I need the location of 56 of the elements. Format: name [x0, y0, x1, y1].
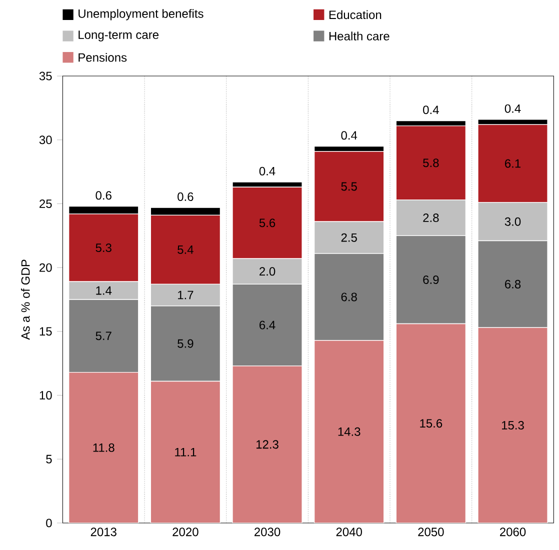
data-label: 3.0 [504, 218, 521, 226]
data-label: 6.9 [423, 276, 439, 284]
x-tick-label: 2050 [418, 528, 444, 536]
y-tick-label: 15 [40, 327, 52, 336]
data-label: 11.1 [175, 448, 196, 456]
x-tick-label: 2013 [90, 528, 116, 536]
bar [68, 372, 138, 524]
bar [478, 327, 548, 524]
data-label: 5.7 [96, 332, 112, 340]
y-tick-label: 25 [40, 200, 52, 208]
legend-label: Health care [329, 32, 390, 41]
data-label: 12.3 [256, 440, 278, 449]
x-tick-label: 2040 [336, 528, 362, 536]
data-label: 0.4 [259, 167, 276, 176]
data-label: 2.8 [423, 214, 439, 222]
x-tick-label: 2030 [254, 528, 280, 536]
data-label: 6.8 [505, 280, 521, 289]
data-label: 6.8 [341, 292, 357, 302]
y-tick-label: 35 [39, 72, 52, 80]
data-label: 5.8 [423, 158, 439, 168]
data-label: 1.4 [96, 286, 112, 295]
data-label: 6.1 [505, 159, 521, 168]
data-label: 0.4 [423, 106, 439, 114]
data-label: 15.3 [502, 421, 524, 430]
data-label: 5.3 [96, 244, 112, 252]
data-label: 1.7 [178, 291, 194, 300]
x-tick-label: 2020 [172, 528, 198, 536]
legend-label: Long-term care [78, 30, 159, 42]
data-label: 15.6 [420, 419, 442, 428]
data-label: 5.5 [341, 182, 357, 191]
y-tick-label: 30 [39, 136, 52, 144]
x-tick-label: 2060 [500, 528, 526, 536]
legend-label: Pensions [78, 53, 127, 62]
data-label: 5.9 [178, 339, 194, 348]
y-tick-label: 20 [40, 263, 52, 272]
data-label: 14.3 [338, 428, 360, 436]
y-axis-title: As a % of GDP [20, 260, 30, 340]
data-label: 11.8 [93, 444, 114, 452]
y-tick-label: 10 [40, 391, 52, 400]
bar [396, 324, 466, 524]
data-label: 0.6 [96, 191, 112, 200]
bar [314, 340, 384, 524]
data-label: 2.0 [260, 267, 276, 276]
data-label: 0.4 [504, 104, 521, 114]
y-tick-label: 0 [46, 518, 52, 528]
legend-label: Education [329, 10, 382, 20]
data-label: 5.6 [259, 218, 276, 228]
data-label: 0.6 [178, 192, 194, 202]
data-label: 6.4 [260, 320, 276, 330]
legend-label: Unemployment benefits [78, 9, 204, 20]
data-label: 5.4 [178, 246, 194, 254]
data-label: 2.5 [341, 233, 357, 242]
y-tick-label: 5 [46, 455, 52, 464]
data-label: 0.4 [341, 131, 358, 140]
bar [232, 366, 302, 524]
bar [150, 381, 220, 524]
